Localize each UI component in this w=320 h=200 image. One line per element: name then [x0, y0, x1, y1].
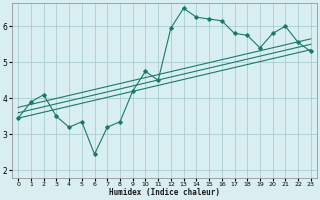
X-axis label: Humidex (Indice chaleur): Humidex (Indice chaleur)	[109, 188, 220, 197]
